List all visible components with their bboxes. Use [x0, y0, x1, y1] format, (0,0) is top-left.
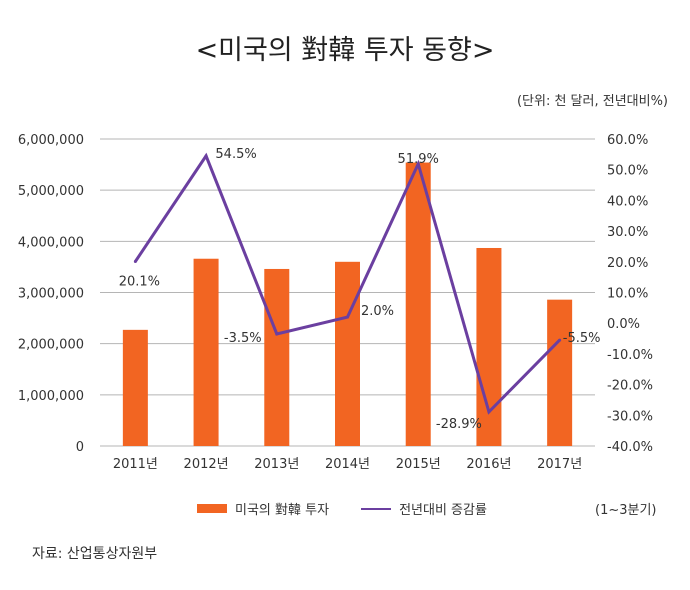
y-right-tick-label: 30.0% — [607, 225, 648, 240]
x-tick-label: 2013년 — [254, 457, 299, 472]
growth-point — [133, 259, 137, 263]
source-note: 자료: 산업통상자원부 — [32, 546, 158, 562]
unit-note: (단위: 천 달러, 전년대비%) — [516, 94, 668, 109]
chart-title: <미국의 對韓 투자 동향> — [195, 35, 495, 66]
growth-point — [416, 162, 420, 166]
y-right-tick-label: -30.0% — [607, 409, 653, 424]
y-left-tick-label: 2,000,000 — [18, 338, 84, 353]
data-label: -28.9% — [436, 417, 482, 432]
growth-point — [275, 332, 279, 336]
bar-2011년 — [122, 329, 148, 446]
period-note: (1~3분기) — [595, 503, 657, 518]
x-tick-label: 2014년 — [325, 457, 370, 472]
legend: 미국의 對韓 투자 전년대비 증감률 — [197, 499, 487, 518]
y-right-tick-label: 20.0% — [607, 256, 648, 271]
growth-point — [487, 410, 491, 414]
y-left-tick-label: 4,000,000 — [18, 235, 84, 250]
bar-2012년 — [193, 258, 219, 446]
y-right-tick-label: 40.0% — [607, 194, 648, 209]
data-label: 2.0% — [361, 304, 394, 319]
bar-2014년 — [335, 261, 360, 446]
legend-bar-label: 미국의 對韓 투자 — [235, 503, 330, 518]
y-right-tick-label: 0.0% — [607, 317, 640, 332]
y-right-tick-label: -40.0% — [607, 440, 653, 455]
data-label: 54.5% — [215, 147, 256, 162]
legend-line-label: 전년대비 증감률 — [399, 503, 487, 518]
legend-line-swatch — [361, 507, 392, 510]
y-left-tick-label: 3,000,000 — [18, 287, 84, 302]
x-tick-label: 2011년 — [113, 457, 158, 472]
y-left-tick-label: 5,000,000 — [18, 184, 84, 199]
y-right-tick-label: -10.0% — [607, 348, 653, 363]
x-tick-label: 2016년 — [466, 457, 511, 472]
data-label: 51.9% — [398, 152, 439, 167]
growth-point — [204, 154, 208, 158]
bar-2017년 — [547, 299, 573, 446]
y-right-tick-label: 10.0% — [607, 287, 648, 302]
y-right-tick-label: -20.0% — [607, 379, 653, 394]
growth-point — [558, 338, 562, 342]
x-tick-label: 2015년 — [396, 457, 441, 472]
x-tick-label: 2017년 — [537, 457, 582, 472]
growth-point — [346, 315, 349, 319]
data-label: -5.5% — [563, 331, 601, 346]
bar-2015년 — [405, 162, 431, 446]
y-left-tick-label: 1,000,000 — [18, 389, 84, 404]
y-right-tick-label: 60.0% — [607, 133, 648, 148]
bar-2013년 — [264, 268, 290, 446]
data-label: -3.5% — [224, 331, 262, 346]
y-left-tick-label: 6,000,000 — [18, 133, 84, 148]
data-label: 20.1% — [119, 274, 160, 289]
y-right-tick-label: 50.0% — [607, 164, 648, 179]
legend-bar-swatch — [197, 504, 227, 513]
y-left-tick-label: 0 — [76, 440, 84, 455]
x-tick-label: 2012년 — [184, 457, 229, 472]
